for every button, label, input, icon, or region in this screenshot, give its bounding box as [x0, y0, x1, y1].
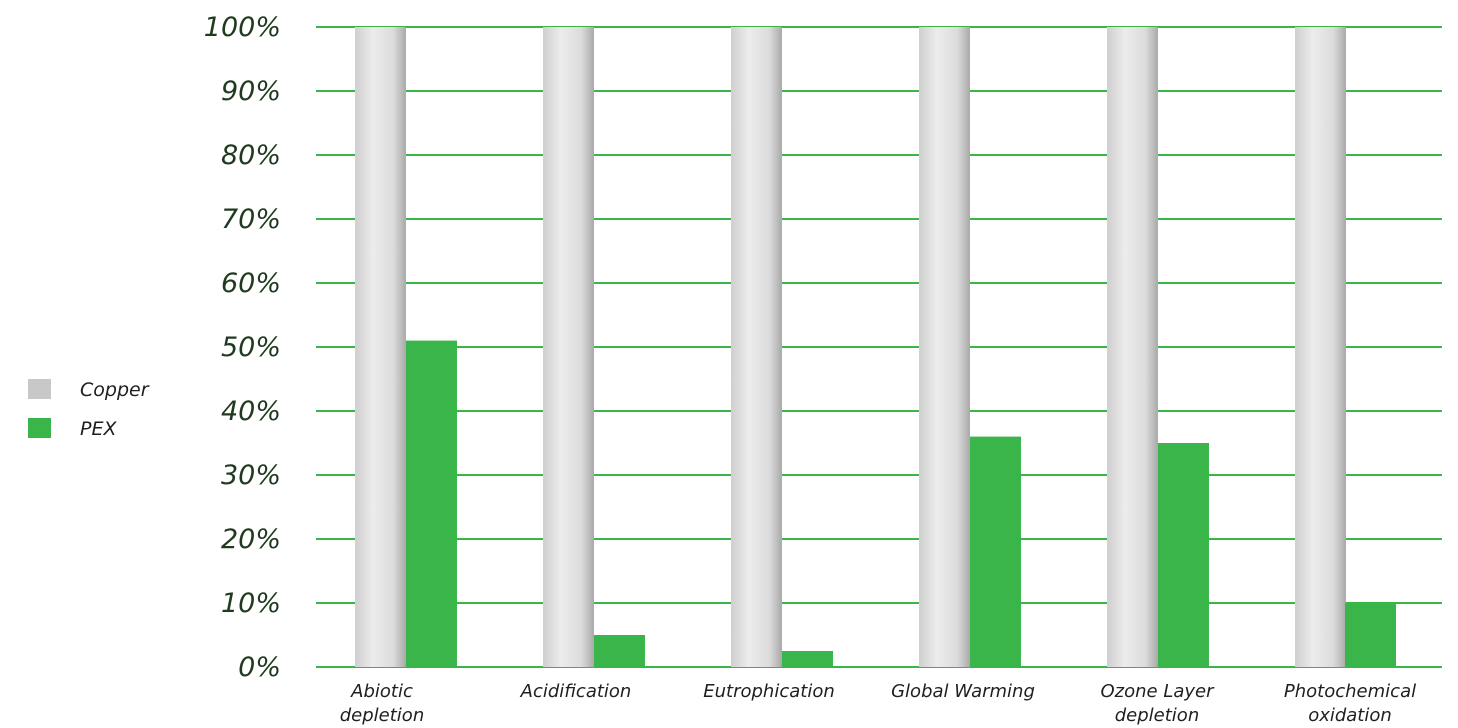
copper-bar — [1107, 27, 1158, 667]
legend-label: PEX — [80, 418, 117, 440]
copper-bar — [731, 27, 782, 667]
x-category-label: Acidification — [520, 681, 632, 702]
x-category-label: Global Warming — [891, 681, 1035, 702]
copper-bar — [543, 27, 594, 667]
pex-bar — [782, 651, 833, 667]
y-tick-label: 0% — [238, 652, 281, 683]
pex-bar — [406, 340, 457, 667]
y-tick-label: 60% — [221, 268, 281, 299]
legend-swatch-copper — [28, 379, 51, 399]
pex-bar — [970, 436, 1021, 667]
bars — [355, 27, 1396, 667]
x-category-label: Abiotic — [350, 681, 413, 702]
x-category-label: Eutrophication — [703, 681, 835, 702]
gridlines — [316, 26, 1442, 668]
x-category-label: depletion — [1115, 705, 1199, 726]
y-tick-label: 70% — [221, 204, 281, 235]
copper-bar — [355, 27, 406, 667]
legend-label: Copper — [80, 379, 150, 401]
y-tick-label: 90% — [221, 76, 281, 107]
x-axis: Abiotic depletion Acidification Eutrophicat… — [340, 681, 1416, 726]
legend-swatch-pex — [28, 418, 51, 438]
x-category-label: Photochemical — [1284, 681, 1416, 702]
x-category-label: Ozone Layer — [1100, 681, 1215, 702]
y-tick-label: 30% — [221, 460, 281, 491]
y-tick-label: 50% — [221, 332, 281, 363]
y-axis: 0% 10% 20% 30% 40% 50% 60% 70% 80% 90% 100% — [204, 12, 281, 683]
y-tick-label: 100% — [204, 12, 281, 43]
y-tick-label: 40% — [221, 396, 281, 427]
copper-bar — [1295, 27, 1346, 667]
pex-bar — [1345, 603, 1396, 667]
y-tick-label: 20% — [221, 524, 281, 555]
y-tick-label: 10% — [221, 588, 281, 619]
x-category-label: oxidation — [1308, 705, 1392, 726]
pex-bar — [594, 635, 645, 667]
pex-bar — [1158, 443, 1209, 667]
legend: Copper PEX — [28, 379, 150, 440]
copper-bar — [919, 27, 970, 667]
x-category-label: depletion — [340, 705, 424, 726]
y-tick-label: 80% — [221, 140, 281, 171]
